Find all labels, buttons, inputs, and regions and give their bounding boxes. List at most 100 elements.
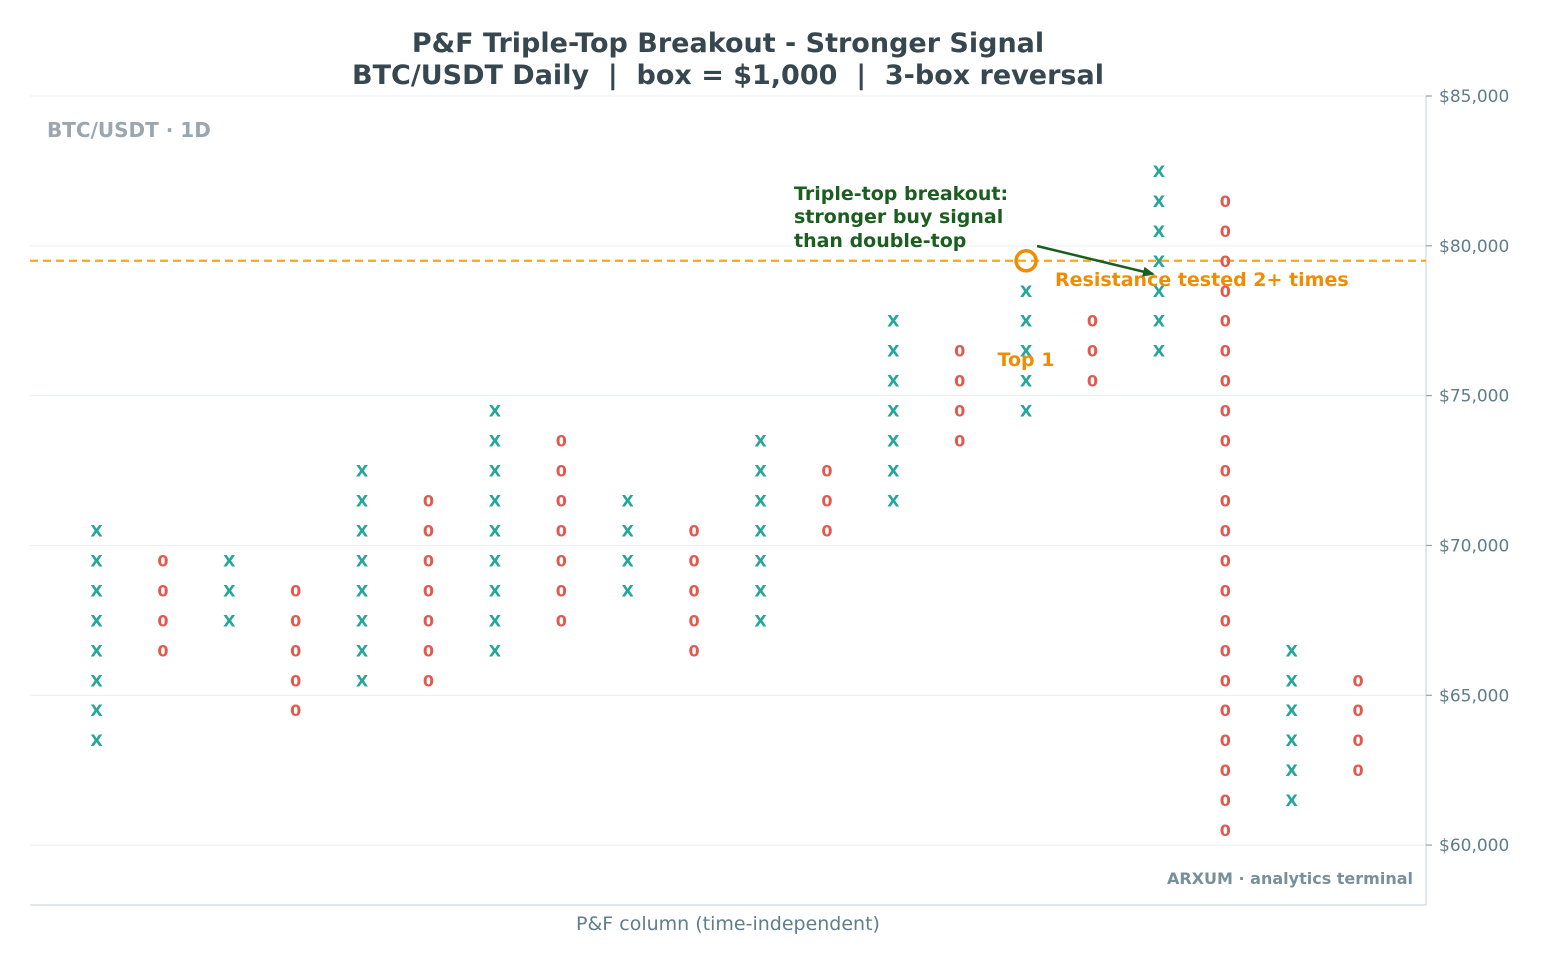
pnf-marks: XXXXXXXX0000XXX00000XXXXXXXX0000000XXXXX… <box>90 162 1363 840</box>
x-mark: X <box>489 432 502 451</box>
x-mark: X <box>90 551 103 570</box>
o-mark: 0 <box>1087 342 1098 361</box>
x-mark: X <box>223 551 236 570</box>
x-mark: X <box>356 462 369 481</box>
x-mark: X <box>887 492 900 511</box>
o-mark: 0 <box>689 581 700 600</box>
x-mark: X <box>1286 791 1299 810</box>
top1-circle <box>1014 249 1038 273</box>
o-mark: 0 <box>423 581 434 600</box>
o-mark: 0 <box>157 611 168 630</box>
o-mark: 0 <box>1220 222 1231 241</box>
x-mark: X <box>489 641 502 660</box>
o-mark: 0 <box>556 492 567 511</box>
x-mark: X <box>622 551 635 570</box>
y-axis-ticks: $60,000 $65,000 $70,000 $75,000 $80,000 $85,0… <box>1426 87 1509 856</box>
x-mark: X <box>356 581 369 600</box>
x-mark: X <box>1153 162 1166 181</box>
x-mark: X <box>754 551 767 570</box>
x-mark: X <box>1153 252 1166 271</box>
x-mark: X <box>1286 671 1299 690</box>
resistance-label: Resistance tested 2+ times <box>1055 269 1349 291</box>
o-mark: 0 <box>1220 282 1231 301</box>
o-mark: 0 <box>423 551 434 570</box>
x-mark: X <box>223 611 236 630</box>
o-mark: 0 <box>423 492 434 511</box>
o-mark: 0 <box>1087 372 1098 391</box>
x-mark: X <box>356 492 369 511</box>
o-mark: 0 <box>1220 731 1231 750</box>
x-mark: X <box>887 342 900 361</box>
o-mark: 0 <box>1220 492 1231 511</box>
x-mark: X <box>90 671 103 690</box>
x-mark: X <box>223 581 236 600</box>
x-mark: X <box>887 312 900 331</box>
x-mark: X <box>1286 761 1299 780</box>
o-mark: 0 <box>423 521 434 540</box>
x-mark: X <box>754 492 767 511</box>
o-mark: 0 <box>821 521 832 540</box>
top1-label: Top 1 <box>998 349 1055 371</box>
watermark: BTC/USDT · 1D <box>47 118 211 142</box>
x-mark: X <box>1153 312 1166 331</box>
x-mark: X <box>622 521 635 540</box>
x-mark: X <box>1020 282 1033 301</box>
o-mark: 0 <box>689 551 700 570</box>
o-mark: 0 <box>556 551 567 570</box>
x-mark: X <box>90 521 103 540</box>
o-mark: 0 <box>821 462 832 481</box>
x-axis-label: P&F column (time-independent) <box>576 913 880 935</box>
o-mark: 0 <box>556 581 567 600</box>
x-mark: X <box>489 402 502 421</box>
breakout-annotation-line-3: than double-top <box>794 230 966 252</box>
o-mark: 0 <box>157 581 168 600</box>
o-mark: 0 <box>954 402 965 421</box>
o-mark: 0 <box>954 342 965 361</box>
y-tick-label: $65,000 <box>1439 686 1509 706</box>
x-mark: X <box>489 492 502 511</box>
o-mark: 0 <box>556 521 567 540</box>
o-mark: 0 <box>1220 521 1231 540</box>
o-mark: 0 <box>1220 372 1231 391</box>
x-mark: X <box>1020 342 1033 361</box>
x-mark: X <box>90 731 103 750</box>
x-mark: X <box>754 521 767 540</box>
o-mark: 0 <box>556 432 567 451</box>
x-mark: X <box>887 372 900 391</box>
x-mark: X <box>1153 282 1166 301</box>
breakout-arrow <box>1036 244 1155 277</box>
o-mark: 0 <box>821 492 832 511</box>
x-mark: X <box>754 581 767 600</box>
y-tick-label: $75,000 <box>1439 387 1509 407</box>
x-mark: X <box>356 611 369 630</box>
o-mark: 0 <box>290 671 301 690</box>
o-mark: 0 <box>290 611 301 630</box>
o-mark: 0 <box>290 581 301 600</box>
x-mark: X <box>1020 372 1033 391</box>
x-mark: X <box>489 462 502 481</box>
x-mark: X <box>1286 641 1299 660</box>
o-mark: 0 <box>1220 252 1231 271</box>
o-mark: 0 <box>689 611 700 630</box>
x-mark: X <box>622 581 635 600</box>
o-mark: 0 <box>157 551 168 570</box>
y-tick-label: $85,000 <box>1439 87 1509 107</box>
x-mark: X <box>1153 342 1166 361</box>
o-mark: 0 <box>1220 701 1231 720</box>
x-mark: X <box>356 521 369 540</box>
o-mark: 0 <box>1220 821 1231 840</box>
x-mark: X <box>489 551 502 570</box>
x-mark: X <box>887 402 900 421</box>
chart-subtitle: BTC/USDT Daily | box = $1,000 | 3-box re… <box>352 60 1104 91</box>
breakout-annotation-line-1: Triple-top breakout: <box>794 183 1008 205</box>
o-mark: 0 <box>954 432 965 451</box>
o-mark: 0 <box>1220 761 1231 780</box>
o-mark: 0 <box>689 521 700 540</box>
o-mark: 0 <box>423 611 434 630</box>
o-mark: 0 <box>423 671 434 690</box>
o-mark: 0 <box>1220 551 1231 570</box>
o-mark: 0 <box>1220 312 1231 331</box>
o-mark: 0 <box>290 641 301 660</box>
o-mark: 0 <box>689 641 700 660</box>
